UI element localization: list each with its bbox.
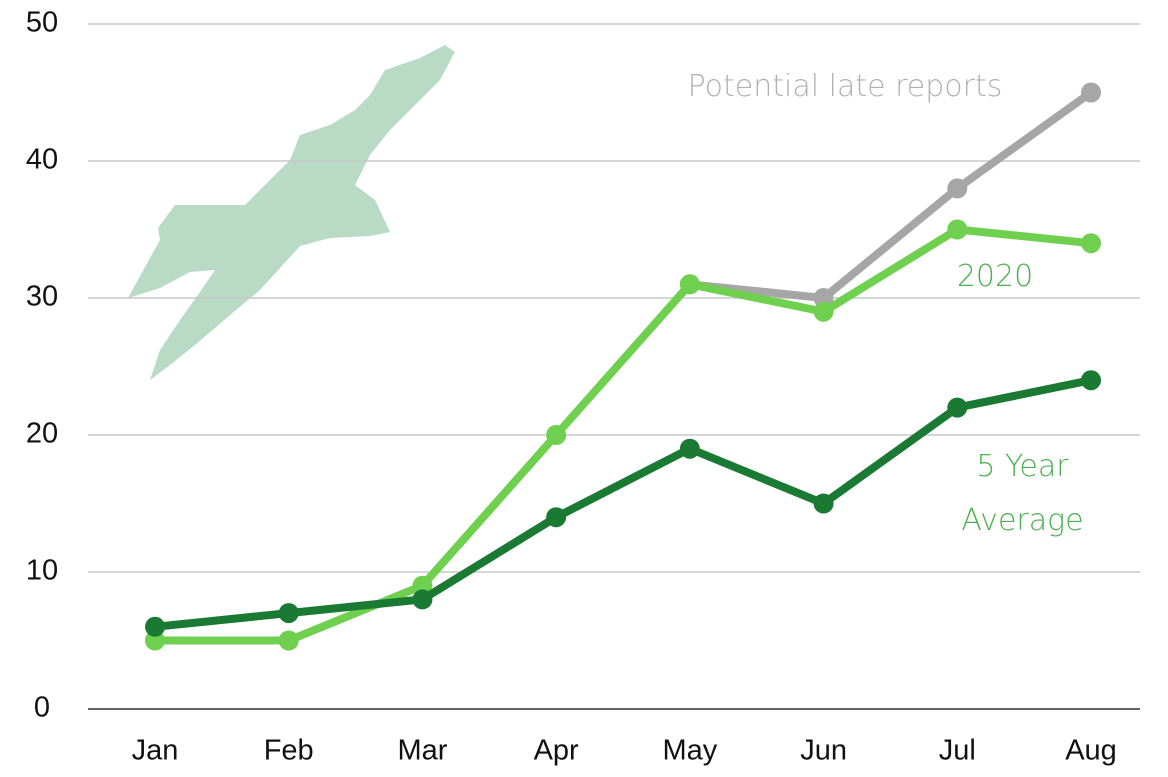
data-point bbox=[813, 301, 834, 322]
data-point bbox=[546, 507, 567, 528]
x-tick-label: Aug bbox=[1065, 735, 1117, 767]
series-label: 5 Year Average bbox=[961, 449, 1084, 538]
series-line bbox=[689, 89, 1094, 302]
series-line bbox=[154, 376, 1092, 631]
data-point bbox=[679, 438, 700, 459]
data-point bbox=[145, 616, 165, 637]
data-point bbox=[679, 274, 700, 295]
series-label: Potential late reports bbox=[687, 69, 1003, 104]
y-tick-label: 40 bbox=[26, 144, 58, 176]
data-point bbox=[412, 575, 433, 596]
data-point bbox=[278, 603, 299, 624]
data-point bbox=[278, 630, 299, 651]
y-tick-label: 10 bbox=[26, 555, 58, 587]
x-tick-label: Jul bbox=[939, 735, 976, 767]
y-tick-label: 0 bbox=[34, 692, 50, 724]
x-tick-label: Feb bbox=[264, 735, 314, 767]
data-point bbox=[813, 288, 834, 308]
data-point bbox=[947, 219, 968, 240]
x-tick-label: Jan bbox=[132, 735, 179, 767]
data-point bbox=[1081, 82, 1101, 103]
x-tick-label: Apr bbox=[534, 735, 579, 767]
data-point bbox=[947, 397, 968, 418]
x-tick-label: Mar bbox=[397, 735, 447, 767]
data-point bbox=[145, 630, 165, 651]
y-tick-label: 20 bbox=[26, 418, 58, 450]
series-label: 2020 bbox=[956, 259, 1034, 294]
data-point bbox=[813, 493, 834, 514]
x-tick-label: May bbox=[662, 735, 717, 767]
data-point bbox=[1081, 370, 1101, 391]
data-point bbox=[1081, 233, 1101, 254]
y-tick-label: 30 bbox=[26, 281, 58, 313]
data-point bbox=[947, 178, 968, 199]
x-tick-label: Jun bbox=[800, 735, 847, 767]
data-point bbox=[412, 589, 433, 610]
series-line bbox=[155, 225, 1092, 645]
bird-silhouette bbox=[128, 45, 455, 380]
data-point bbox=[546, 425, 567, 445]
y-tick-label: 50 bbox=[26, 7, 58, 39]
